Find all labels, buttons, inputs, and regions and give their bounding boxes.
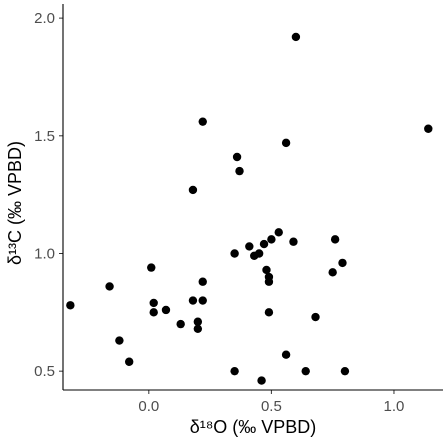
data-point [124,357,134,366]
data-point [245,242,254,251]
data-point [259,239,269,249]
data-point [188,296,198,305]
data-point [176,319,185,329]
data-point [235,166,244,176]
data-point [281,138,291,148]
data-point [289,237,298,246]
y-tick-label: 0.5 [34,363,55,380]
y-axis-title: δ¹³C (‰ VPBD) [5,141,25,265]
data-point [267,235,276,244]
data-point [161,305,171,315]
data-point [149,308,158,317]
data-point [193,317,203,326]
data-point [193,324,203,334]
data-point [311,312,320,322]
data-point [254,249,264,258]
x-tick-label: 0.0 [138,398,159,415]
data-point [198,117,207,126]
data-point [230,366,239,376]
data-point [301,366,310,376]
data-point [328,268,337,277]
data-point [149,298,158,308]
data-point [147,263,156,272]
data-point [281,350,291,359]
x-tick-label: 1.0 [384,398,405,415]
data-point [115,336,124,345]
axis-ticks: 0.5 1.0 1.5 2.0 0.0 0.5 1.0 [34,10,404,415]
y-tick-label: 1.0 [34,245,55,262]
data-point [257,376,266,385]
data-point [264,277,274,286]
data-point [264,308,274,317]
y-tick-label: 2.0 [34,10,55,27]
data-point [188,185,198,195]
data-point [105,282,114,291]
data-point [330,235,340,244]
data-point [262,265,271,275]
data-point [198,296,207,305]
data-point [232,152,242,162]
data-point [198,277,207,286]
data-point [424,124,433,133]
data-point [291,32,301,42]
data-point [66,301,75,310]
data-points [66,32,433,385]
data-point [230,249,239,258]
data-point [340,366,350,376]
x-axis-title: δ¹⁸O (‰ VPBD) [190,417,317,437]
x-tick-label: 0.5 [261,398,282,415]
data-point [338,258,347,268]
y-tick-label: 1.5 [34,128,55,145]
data-point [274,228,283,237]
